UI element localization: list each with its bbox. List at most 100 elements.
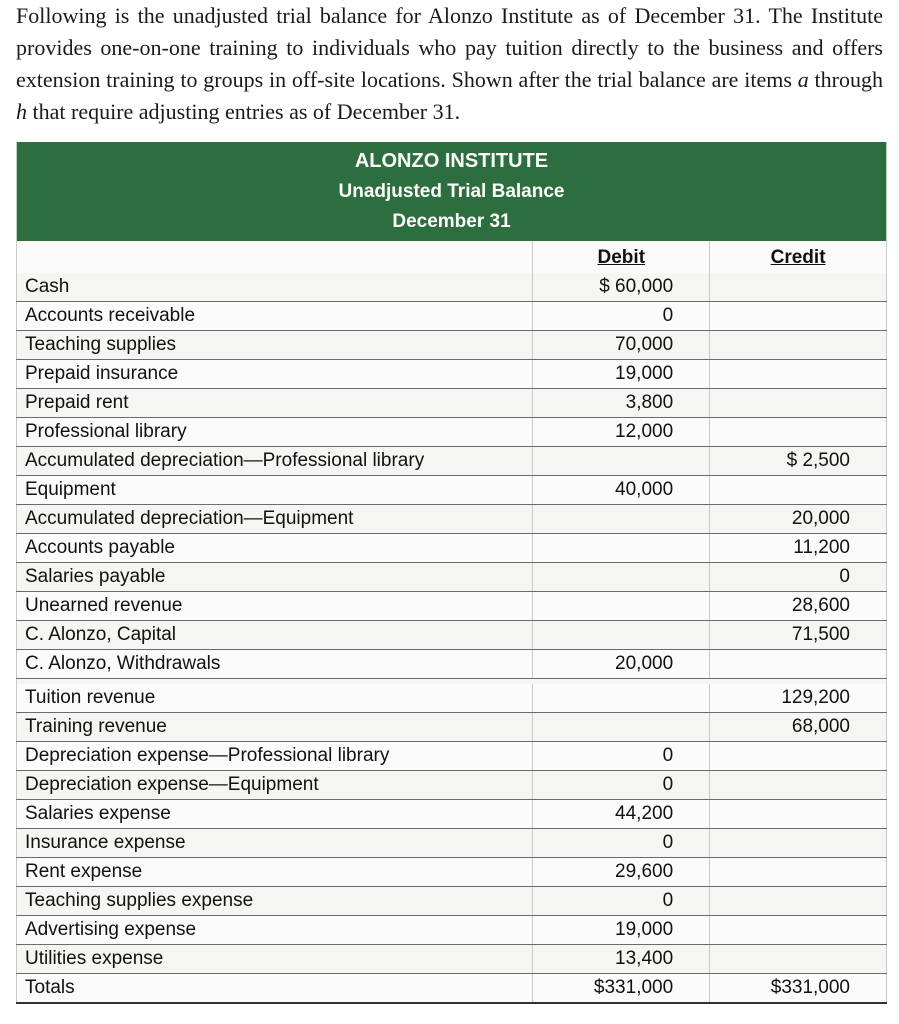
account-name: Professional library (17, 417, 533, 446)
account-name: Unearned revenue (17, 591, 533, 620)
account-name: Utilities expense (17, 945, 533, 974)
debit-value: 44,200 (533, 800, 710, 829)
table-row: Accumulated depreciation—Professional li… (17, 446, 887, 475)
debit-value (533, 620, 710, 649)
debit-value (533, 533, 710, 562)
credit-value (710, 475, 887, 504)
col-credit: Credit (710, 241, 887, 273)
debit-value (533, 713, 710, 742)
credit-value (710, 945, 887, 974)
table-row: C. Alonzo, Capital 71,500 (17, 620, 887, 649)
debit-value: 29,600 (533, 858, 710, 887)
credit-value (710, 273, 887, 302)
credit-value (710, 330, 887, 359)
account-name: Teaching supplies (17, 330, 533, 359)
account-name: Accumulated depreciation—Equipment (17, 504, 533, 533)
account-name: Rent expense (17, 858, 533, 887)
totals-label: Totals (17, 974, 533, 1004)
credit-value: $ 2,500 (710, 446, 887, 475)
table-row: Accounts receivable0 (17, 301, 887, 330)
credit-value: 0 (710, 562, 887, 591)
debit-value: 0 (533, 301, 710, 330)
table-row: Depreciation expense—Equipment0 (17, 771, 887, 800)
debit-value: 0 (533, 771, 710, 800)
credit-value (710, 417, 887, 446)
debit-total: $331,000 (533, 974, 710, 1004)
account-name: C. Alonzo, Withdrawals (17, 649, 533, 678)
credit-value (710, 388, 887, 417)
credit-value: 11,200 (710, 533, 887, 562)
debit-value: 0 (533, 742, 710, 771)
table-subtitle: Unadjusted Trial Balance (17, 177, 887, 207)
account-name: Insurance expense (17, 829, 533, 858)
account-name: Accounts payable (17, 533, 533, 562)
account-name: Depreciation expense—Equipment (17, 771, 533, 800)
table-row: Unearned revenue28,600 (17, 591, 887, 620)
debit-value: 12,000 (533, 417, 710, 446)
debit-value: $ 60,000 (533, 273, 710, 302)
account-name: Depreciation expense—Professional librar… (17, 742, 533, 771)
credit-value: 71,500 (710, 620, 887, 649)
credit-value (710, 887, 887, 916)
credit-total: $331,000 (710, 974, 887, 1004)
table-row: Depreciation expense—Professional librar… (17, 742, 887, 771)
credit-value (710, 829, 887, 858)
table-row: Salaries expense44,200 (17, 800, 887, 829)
table-row: Cash$ 60,000 (17, 273, 887, 302)
trial-balance-table: ALONZO INSTITUTE Unadjusted Trial Balanc… (16, 142, 887, 1005)
credit-value (710, 649, 887, 678)
totals-row: Totals$331,000$331,000 (17, 974, 887, 1004)
credit-value: 20,000 (710, 504, 887, 533)
account-name: Teaching supplies expense (17, 887, 533, 916)
account-name: Accumulated depreciation—Professional li… (17, 446, 533, 475)
account-name: Training revenue (17, 713, 533, 742)
table-row: Tuition revenue 129,200 (17, 684, 887, 713)
table-row: Prepaid insurance19,000 (17, 359, 887, 388)
table-row: Advertising expense19,000 (17, 916, 887, 945)
account-name: Advertising expense (17, 916, 533, 945)
table-row: Utilities expense13,400 (17, 945, 887, 974)
debit-value: 0 (533, 887, 710, 916)
credit-value (710, 858, 887, 887)
account-name: Prepaid rent (17, 388, 533, 417)
account-name: Salaries payable (17, 562, 533, 591)
table-row: Insurance expense0 (17, 829, 887, 858)
debit-value: 40,000 (533, 475, 710, 504)
table-row: Training revenue 68,000 (17, 713, 887, 742)
account-name: C. Alonzo, Capital (17, 620, 533, 649)
col-account (17, 241, 533, 273)
table-body: Cash$ 60,000Accounts receivable0Teaching… (17, 273, 887, 1004)
table-row: Accounts payable 11,200 (17, 533, 887, 562)
debit-value: 70,000 (533, 330, 710, 359)
account-name: Equipment (17, 475, 533, 504)
credit-value (710, 800, 887, 829)
table-row: Salaries payable 0 (17, 562, 887, 591)
col-debit: Debit (533, 241, 710, 273)
table-row: C. Alonzo, Withdrawals20,000 (17, 649, 887, 678)
table-row: Equipment40,000 (17, 475, 887, 504)
debit-value: 20,000 (533, 649, 710, 678)
intro-paragraph: Following is the unadjusted trial balanc… (0, 0, 899, 142)
credit-value (710, 916, 887, 945)
credit-value: 68,000 (710, 713, 887, 742)
debit-value (533, 446, 710, 475)
table-row: Professional library12,000 (17, 417, 887, 446)
debit-value: 0 (533, 829, 710, 858)
account-name: Prepaid insurance (17, 359, 533, 388)
table-title: ALONZO INSTITUTE (17, 142, 887, 177)
debit-value (533, 591, 710, 620)
debit-value (533, 504, 710, 533)
credit-value: 129,200 (710, 684, 887, 713)
table-row: Accumulated depreciation—Equipment 20,000 (17, 504, 887, 533)
table-row: Rent expense29,600 (17, 858, 887, 887)
table-row: Teaching supplies expense0 (17, 887, 887, 916)
credit-value (710, 359, 887, 388)
debit-value (533, 684, 710, 713)
credit-value (710, 742, 887, 771)
account-name: Accounts receivable (17, 301, 533, 330)
table-date: December 31 (17, 207, 887, 241)
credit-value (710, 301, 887, 330)
account-name: Tuition revenue (17, 684, 533, 713)
account-name: Cash (17, 273, 533, 302)
debit-value: 19,000 (533, 359, 710, 388)
